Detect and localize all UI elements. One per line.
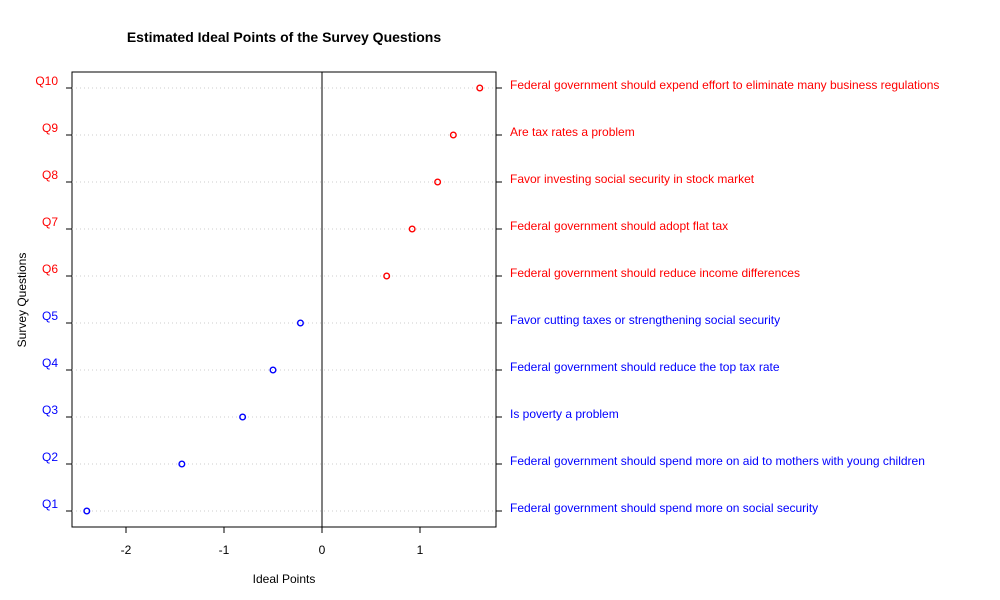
question-label: Q7: [42, 215, 58, 229]
question-label: Q2: [42, 450, 58, 464]
question-label: Q9: [42, 121, 58, 135]
x-tick-label: -2: [121, 543, 132, 557]
point-q3: [239, 413, 247, 421]
x-axis-label: Ideal Points: [253, 572, 316, 586]
question-description: Federal government should spend more on …: [510, 454, 925, 468]
question-label: Q3: [42, 403, 58, 417]
question-description: Federal government should expend effort …: [510, 78, 939, 92]
point-q8: [434, 178, 442, 186]
point-q2: [178, 460, 186, 468]
question-description: Federal government should adopt flat tax: [510, 219, 728, 233]
question-description: Federal government should reduce the top…: [510, 360, 780, 374]
question-description: Federal government should spend more on …: [510, 501, 818, 515]
question-label: Q5: [42, 309, 58, 323]
y-axis-right: Federal government should spend more on …: [496, 78, 939, 515]
x-tick-label: 1: [417, 543, 424, 557]
x-tick-label: 0: [319, 543, 326, 557]
guide-lines: [72, 87, 496, 512]
data-points: [83, 84, 484, 515]
question-label: Q1: [42, 497, 58, 511]
question-label: Q10: [35, 74, 58, 88]
chart-title: Estimated Ideal Points of the Survey Que…: [127, 29, 442, 45]
point-q4: [269, 366, 277, 374]
question-description: Federal government should reduce income …: [510, 266, 800, 280]
question-description: Are tax rates a problem: [510, 125, 635, 139]
question-description: Favor investing social security in stock…: [510, 172, 755, 186]
question-label: Q8: [42, 168, 58, 182]
y-axis-left: Q1 Q2 Q3 Q4 Q5 Q6 Q7 Q8 Q9 Q10: [35, 74, 72, 512]
question-description: Favor cutting taxes or strengthening soc…: [510, 313, 780, 327]
point-q1: [83, 507, 91, 515]
point-q7: [408, 225, 416, 233]
question-label: Q6: [42, 262, 58, 276]
point-q10: [476, 84, 484, 92]
question-label: Q4: [42, 356, 58, 370]
point-q9: [449, 131, 457, 139]
y-axis-label: Survey Questions: [15, 253, 29, 348]
plot-frame: [71, 71, 497, 528]
point-q5: [296, 319, 304, 327]
x-tick-label: -1: [219, 543, 230, 557]
question-description: Is poverty a problem: [510, 407, 619, 421]
point-q6: [383, 272, 391, 280]
x-axis: -2 -1 0 1: [121, 527, 424, 557]
